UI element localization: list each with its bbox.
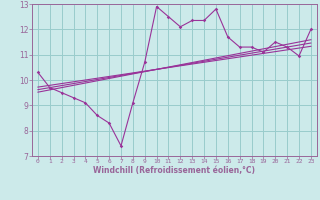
X-axis label: Windchill (Refroidissement éolien,°C): Windchill (Refroidissement éolien,°C): [93, 166, 255, 175]
